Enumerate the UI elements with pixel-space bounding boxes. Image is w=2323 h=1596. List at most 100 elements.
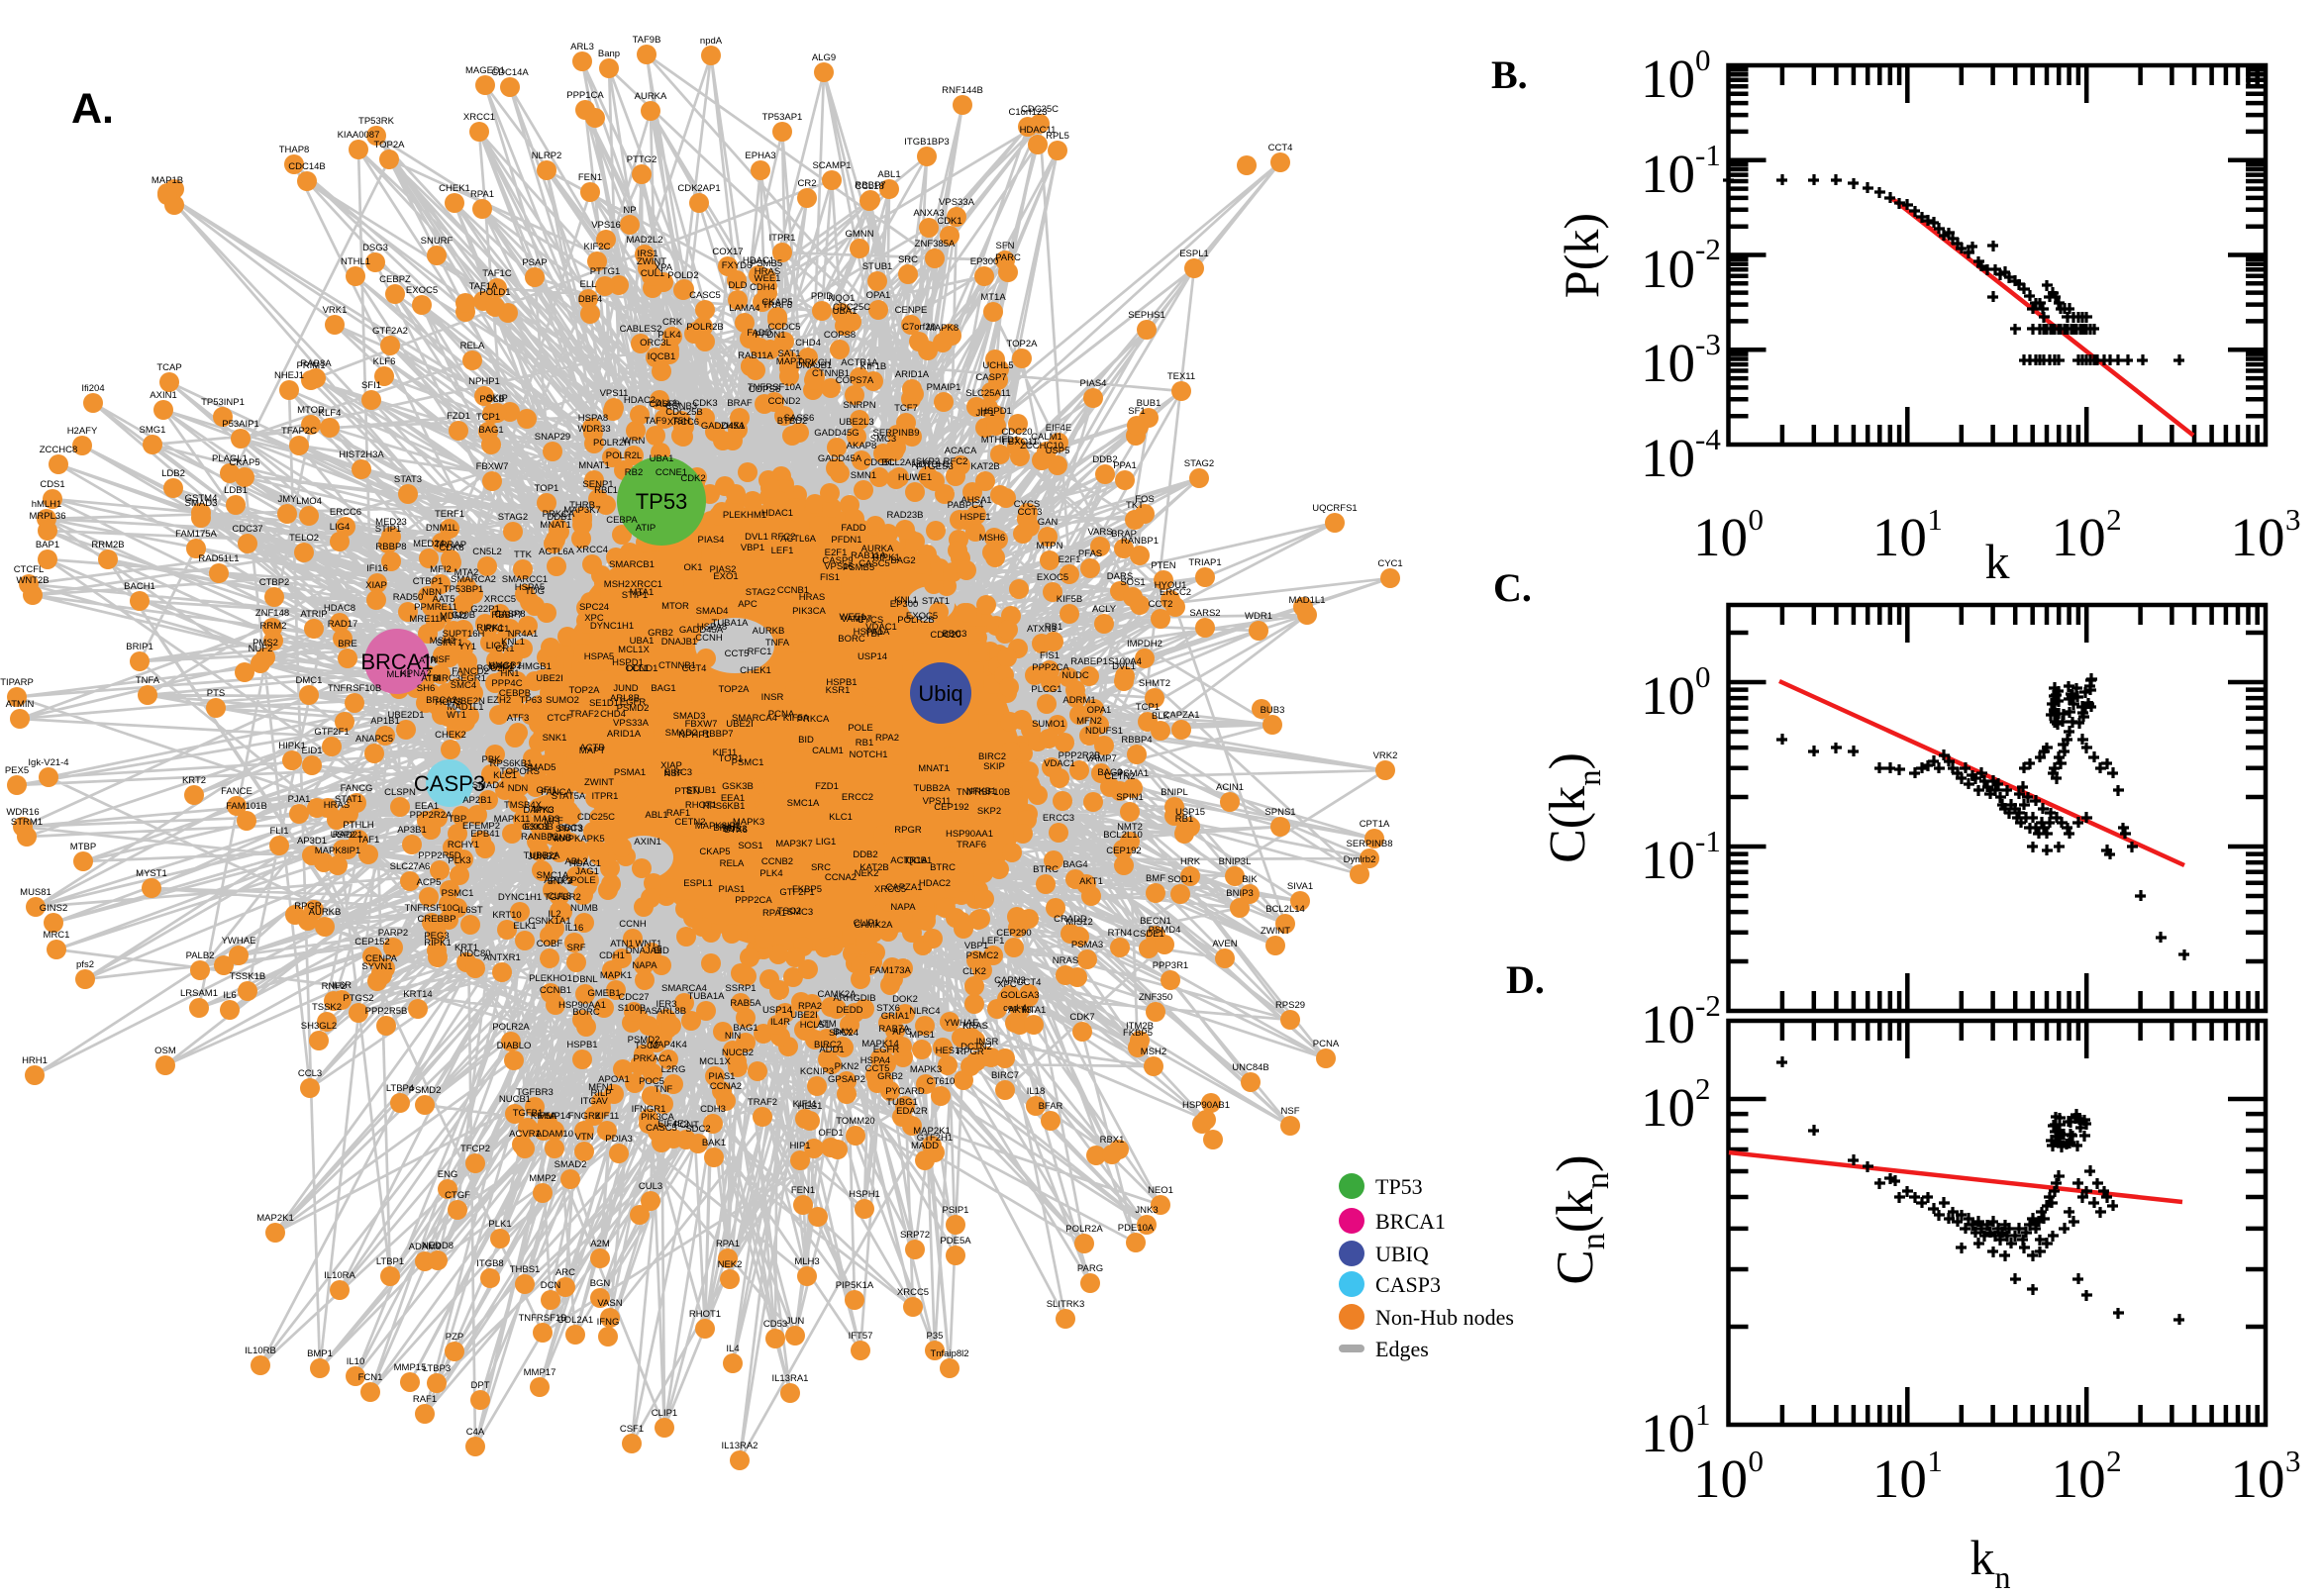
- svg-text:FNGR2: FNGR2: [568, 1111, 600, 1122]
- svg-text:CAMK2A: CAMK2A: [817, 989, 857, 1000]
- svg-text:TSC2: TSC2: [635, 1041, 658, 1051]
- svg-text:STIP1: STIP1: [622, 590, 648, 601]
- svg-text:TNF: TNF: [655, 1084, 673, 1095]
- svg-text:KRAS: KRAS: [962, 1021, 988, 1032]
- svg-text:SAT1: SAT1: [777, 349, 800, 359]
- svg-text:TIPARP: TIPARP: [0, 677, 34, 688]
- svg-text:PPP2R5D: PPP2R5D: [418, 850, 460, 861]
- svg-text:HRK: HRK: [1180, 856, 1201, 867]
- svg-text:RFC1: RFC1: [748, 647, 772, 657]
- svg-text:SMAD5: SMAD5: [524, 762, 556, 773]
- svg-text:SRP72: SRP72: [900, 1230, 930, 1241]
- svg-text:10: 10: [1872, 1448, 1927, 1509]
- svg-text:GADD45A: GADD45A: [679, 625, 724, 636]
- svg-text:JAG1: JAG1: [575, 866, 599, 877]
- svg-text:POU2F1: POU2F1: [477, 663, 514, 674]
- svg-text:TUBB2A: TUBB2A: [914, 783, 952, 794]
- svg-text:MAP2K1: MAP2K1: [913, 1126, 951, 1137]
- svg-text:SMC1A: SMC1A: [787, 798, 820, 809]
- svg-text:NAPA: NAPA: [890, 902, 916, 913]
- svg-text:P(k): P(k): [1554, 213, 1609, 298]
- svg-text:MTA1: MTA1: [630, 587, 655, 598]
- svg-text:CTNNB1: CTNNB1: [658, 660, 696, 671]
- svg-text:GPSAP2: GPSAP2: [828, 1074, 865, 1085]
- svg-text:CDK7: CDK7: [1069, 1012, 1094, 1023]
- svg-text:ACIN1: ACIN1: [1216, 782, 1244, 793]
- svg-text:GADD45A: GADD45A: [701, 421, 746, 432]
- svg-text:ITGAV: ITGAV: [580, 1096, 608, 1107]
- svg-text:MSH2: MSH2: [430, 636, 455, 647]
- svg-text:0: 0: [1695, 43, 1711, 77]
- svg-text:POLR2H: POLR2H: [593, 438, 631, 449]
- svg-text:FADD: FADD: [841, 523, 865, 534]
- svg-text:SLITRK3: SLITRK3: [1047, 1299, 1085, 1310]
- svg-text:ZCCHC10: ZCCHC10: [1020, 441, 1063, 451]
- svg-text:MIS12: MIS12: [1065, 917, 1092, 928]
- svg-text:NUCB1: NUCB1: [499, 1094, 531, 1105]
- svg-text:SPC24: SPC24: [829, 1028, 858, 1039]
- svg-text:BAG1: BAG1: [651, 683, 675, 694]
- svg-text:POLD2: POLD2: [667, 270, 698, 281]
- svg-text:PPMRE11: PPMRE11: [414, 602, 457, 613]
- svg-text:RELA: RELA: [720, 858, 745, 869]
- svg-text:MAP3K7: MAP3K7: [563, 505, 601, 516]
- svg-text:SARS2: SARS2: [1189, 608, 1220, 619]
- svg-text:CRK: CRK: [662, 317, 683, 328]
- svg-text:CDK2AP1: CDK2AP1: [677, 183, 720, 194]
- svg-text:DARS: DARS: [1107, 571, 1133, 582]
- svg-text:10: 10: [2052, 1448, 2106, 1509]
- svg-text:NAPA: NAPA: [632, 960, 657, 971]
- svg-text:LDB2: LDB2: [161, 468, 185, 479]
- svg-text:SMAD3: SMAD3: [185, 498, 218, 509]
- svg-text:BAG4: BAG4: [1062, 859, 1087, 870]
- svg-text:DIABLO: DIABLO: [497, 1041, 532, 1051]
- svg-text:VBP1: VBP1: [741, 543, 764, 553]
- svg-text:PIAS1: PIAS1: [709, 1071, 736, 1082]
- svg-text:MAPK14: MAPK14: [861, 1039, 899, 1049]
- svg-text:CTCFL: CTCFL: [14, 564, 45, 575]
- svg-text:HSPA1A: HSPA1A: [854, 627, 890, 638]
- svg-text:CKAP5: CKAP5: [761, 297, 792, 308]
- svg-text:NUMB: NUMB: [570, 903, 598, 914]
- svg-text:AP2B1: AP2B1: [462, 795, 492, 806]
- svg-text:FKBP5: FKBP5: [792, 884, 822, 895]
- svg-text:ZWINT: ZWINT: [584, 777, 614, 788]
- svg-text:PEX5: PEX5: [5, 765, 29, 776]
- svg-text:RTN4: RTN4: [1108, 928, 1133, 939]
- svg-text:PSMA3: PSMA3: [1071, 940, 1103, 950]
- svg-text:AKAP8: AKAP8: [847, 441, 877, 451]
- svg-text:YWHAE: YWHAE: [222, 936, 256, 947]
- svg-text:PARG: PARG: [1077, 1263, 1103, 1274]
- svg-text:RIPK1: RIPK1: [476, 623, 503, 634]
- svg-text:DBNL: DBNL: [572, 974, 597, 985]
- svg-text:D.: D.: [1506, 957, 1545, 1002]
- svg-text:BMP1: BMP1: [307, 1348, 333, 1359]
- svg-text:DLD: DLD: [728, 280, 747, 291]
- svg-text:ALG9: ALG9: [812, 52, 836, 63]
- svg-text:ATM: ATM: [817, 1019, 836, 1030]
- svg-text:0: 0: [1695, 659, 1711, 694]
- svg-text:NBN: NBN: [422, 587, 442, 598]
- svg-text:TELO2: TELO2: [289, 533, 319, 544]
- svg-text:BTRC: BTRC: [930, 862, 956, 873]
- svg-text:HDAC8: HDAC8: [324, 603, 355, 614]
- svg-text:IFI16: IFI16: [366, 563, 388, 574]
- svg-text:RPA2: RPA2: [875, 733, 899, 744]
- svg-text:SMARCA2: SMARCA2: [451, 574, 496, 585]
- svg-text:WRN: WRN: [623, 436, 646, 447]
- svg-text:PBK: PBK: [481, 754, 501, 765]
- svg-text:BRAF: BRAF: [727, 398, 753, 409]
- svg-text:ACTR1A: ACTR1A: [841, 357, 878, 368]
- svg-text:BIRC2: BIRC2: [814, 1040, 842, 1050]
- svg-text:ERCC6: ERCC6: [330, 507, 361, 518]
- svg-text:BBC3: BBC3: [943, 629, 967, 640]
- svg-text:CDC14A: CDC14A: [491, 67, 529, 78]
- svg-text:KIF11: KIF11: [595, 1111, 620, 1122]
- svg-text:NMT2: NMT2: [1117, 822, 1143, 833]
- svg-text:SMN1: SMN1: [851, 470, 876, 481]
- svg-text:ZWINT: ZWINT: [637, 256, 666, 267]
- svg-text:ced-4: ced-4: [1003, 1003, 1027, 1014]
- svg-text:INSR: INSR: [976, 1037, 999, 1047]
- svg-text:TOP1: TOP1: [719, 753, 744, 764]
- svg-text:NPHP1: NPHP1: [678, 730, 710, 741]
